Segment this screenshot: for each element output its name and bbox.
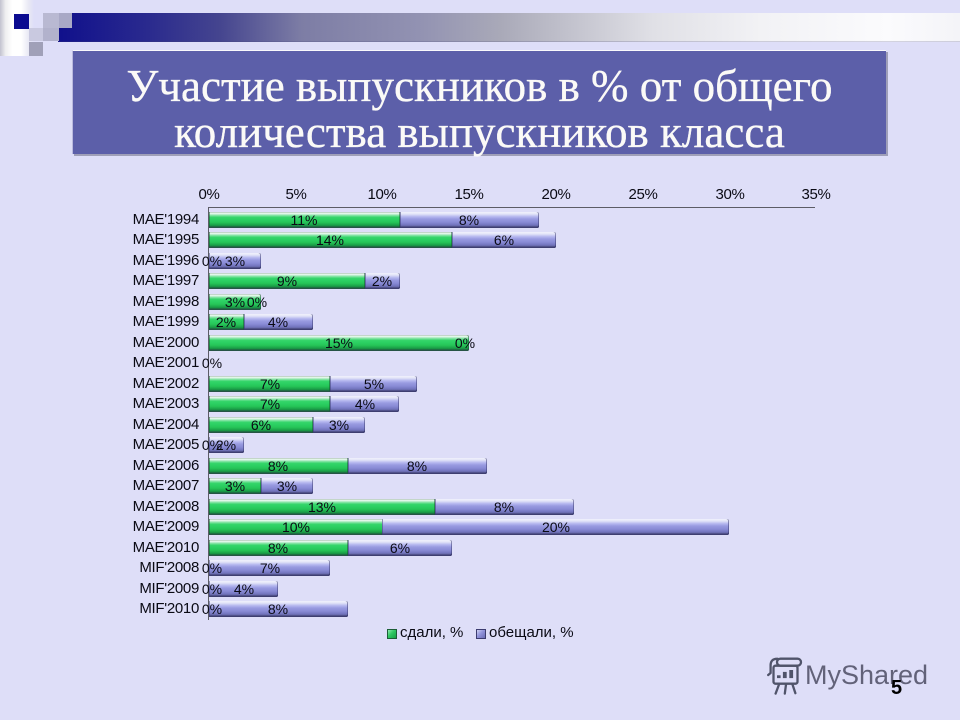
svg-text:MyShared: MyShared <box>805 660 928 690</box>
